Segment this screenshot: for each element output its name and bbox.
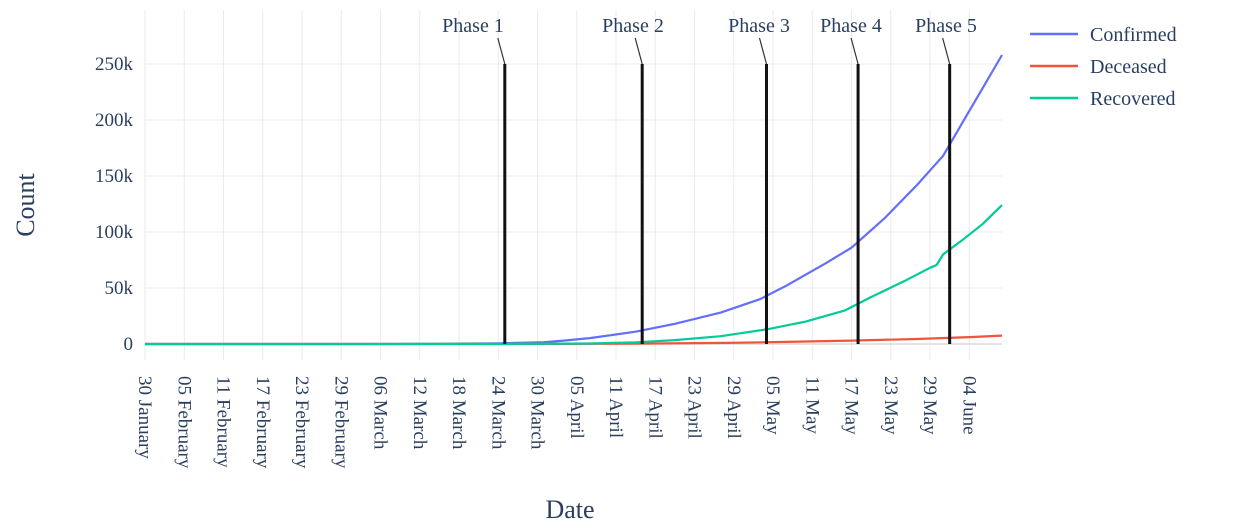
x-tick-label: 30 January: [134, 376, 155, 459]
x-tick-label: 17 May: [841, 376, 862, 435]
x-tick-label: 18 March: [448, 376, 469, 450]
x-tick-label: 11 February: [213, 376, 234, 468]
x-tick-label: 06 March: [370, 376, 391, 450]
series-line-recovered: [144, 204, 1003, 346]
y-tick-label: 0: [124, 334, 134, 355]
y-tick-label: 150k: [95, 166, 134, 187]
legend-label-deceased: Deceased: [1090, 56, 1167, 78]
phase-arrow-1: [497, 37, 506, 65]
y-tick-label: 50k: [105, 278, 134, 299]
grid: [144, 10, 1002, 360]
phase-arrow-3: [758, 37, 768, 65]
x-tick-label: 29 February: [330, 376, 351, 469]
legend-label-confirmed: Confirmed: [1090, 24, 1177, 46]
series-lines: [144, 54, 1003, 346]
phase-label-1: Phase 1: [442, 15, 504, 37]
x-tick-label: 05 April: [566, 376, 587, 439]
phase-arrow-5: [942, 37, 951, 65]
x-tick-label: 24 March: [487, 376, 508, 450]
x-tick-label: 23 April: [684, 376, 705, 439]
phase-annotations: Phase 1 Phase 2 Phase 3 Phase 4 Phase 5: [442, 15, 977, 344]
x-tick-label: 29 April: [723, 376, 744, 439]
x-tick-label: 04 June: [958, 376, 979, 435]
x-tick-label: 11 May: [801, 376, 822, 434]
phase-label-2: Phase 2: [602, 15, 664, 37]
y-axis-ticks: 0 50k 100k 150k 200k 250k: [95, 54, 134, 355]
x-tick-label: 29 May: [919, 376, 940, 435]
x-tick-label: 12 March: [409, 376, 430, 450]
x-tick-label: 17 April: [644, 376, 665, 439]
x-axis-ticks: 30 January 05 February 11 February 17 Febru…: [134, 376, 979, 469]
x-tick-label: 23 May: [880, 376, 901, 435]
x-tick-label: 11 April: [605, 376, 626, 438]
x-tick-label: 05 May: [762, 376, 783, 435]
phase-arrow-4: [850, 37, 859, 65]
y-axis-title: Count: [11, 172, 40, 236]
x-tick-label: 17 February: [252, 376, 273, 469]
phase-label-3: Phase 3: [728, 15, 790, 37]
legend[interactable]: Confirmed Deceased Recovered: [1030, 24, 1177, 110]
x-tick-label: 30 March: [527, 376, 548, 450]
phase-label-4: Phase 4: [820, 15, 882, 37]
phase-arrow-2: [634, 37, 643, 65]
y-tick-label: 100k: [95, 222, 134, 243]
y-tick-label: 200k: [95, 110, 134, 131]
x-tick-label: 23 February: [291, 376, 312, 469]
legend-label-recovered: Recovered: [1090, 88, 1176, 110]
y-tick-label: 250k: [95, 54, 134, 75]
series-line-confirmed: [145, 54, 1003, 346]
x-axis-title: Date: [545, 495, 594, 524]
x-tick-label: 05 February: [173, 376, 194, 469]
phase-label-5: Phase 5: [915, 15, 977, 37]
